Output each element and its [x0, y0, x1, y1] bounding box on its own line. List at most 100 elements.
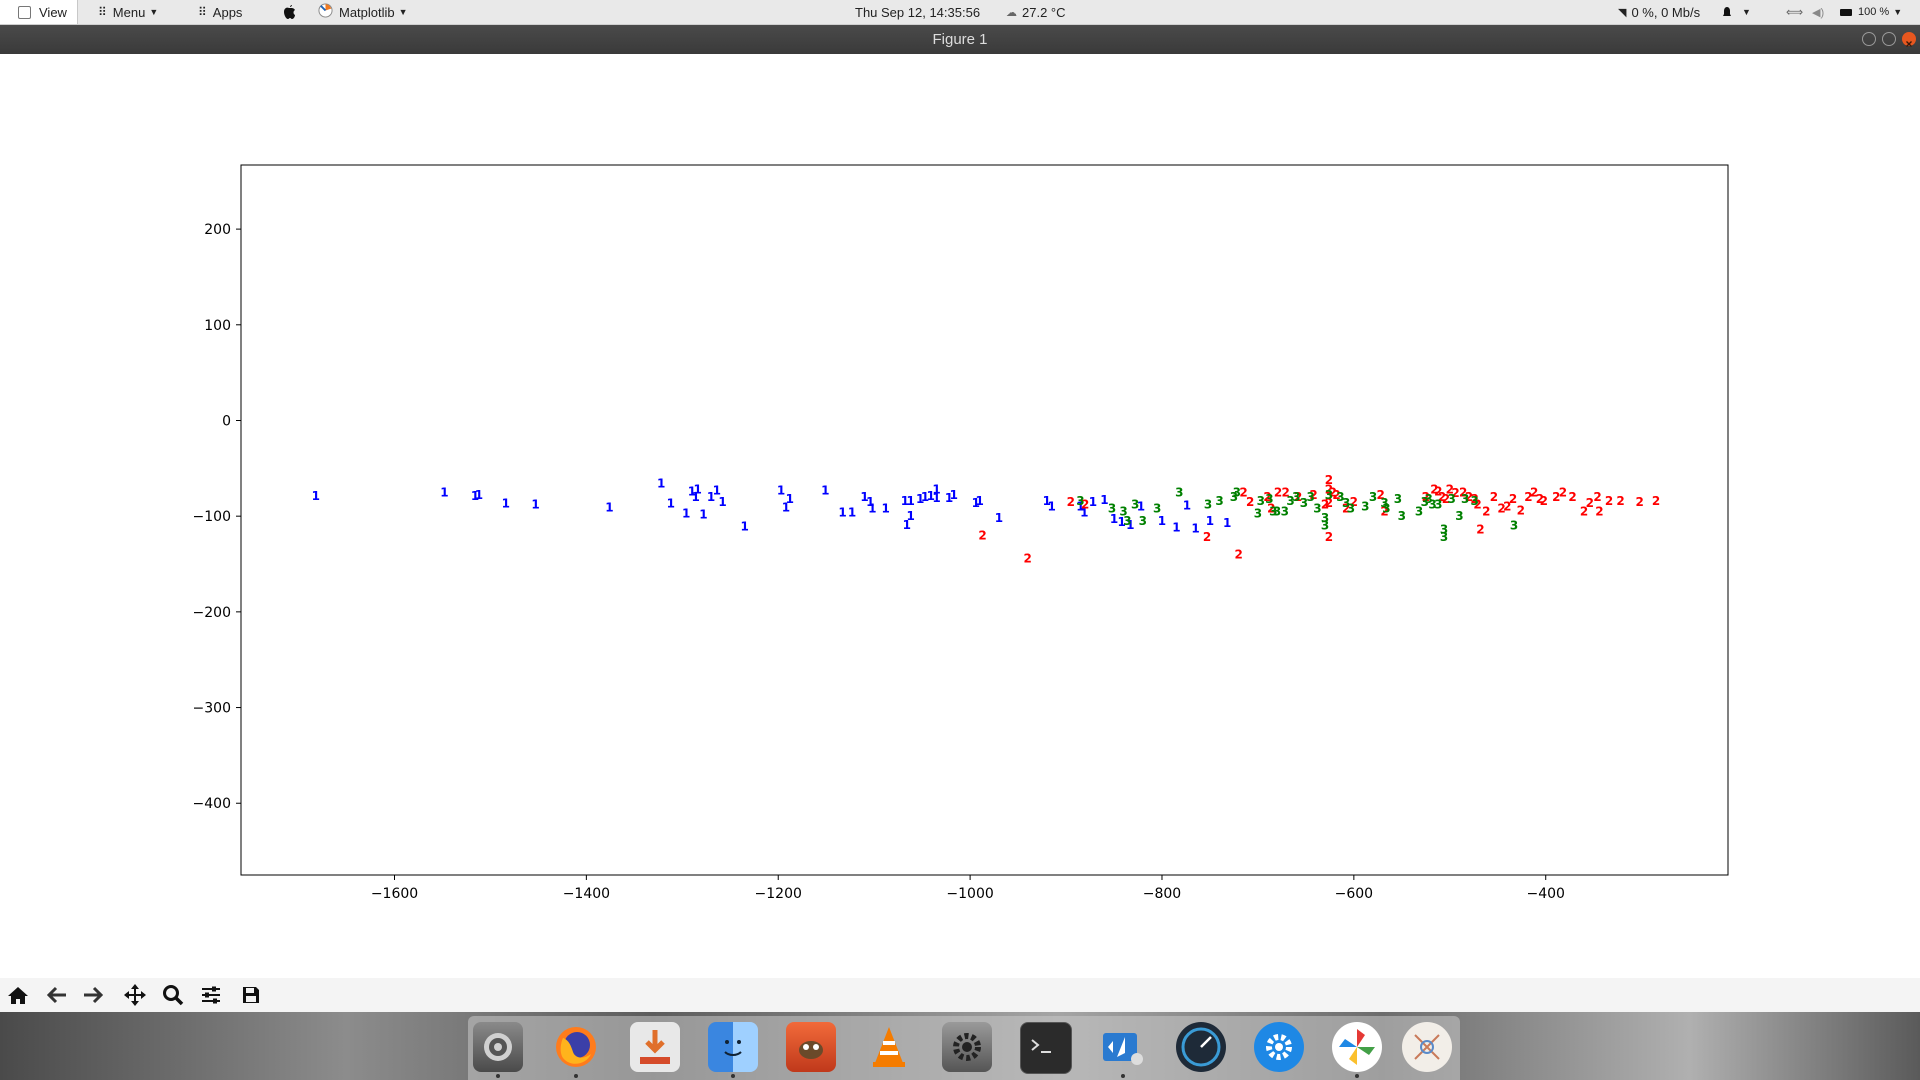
notification-bell-icon[interactable]	[1722, 0, 1732, 24]
data-point-series-3: 3	[1415, 504, 1423, 518]
data-point-series-1: 1	[657, 477, 665, 491]
weather-indicator[interactable]: ☁ 27.2 °C	[1006, 0, 1066, 24]
vlc-icon[interactable]	[864, 1022, 914, 1072]
chevron-down-icon[interactable]: ▼	[1742, 7, 1751, 17]
data-point-series-1: 1	[718, 495, 726, 509]
data-point-series-1: 1	[1126, 518, 1134, 532]
data-point-series-1: 1	[901, 494, 909, 508]
data-point-series-2: 2	[1459, 485, 1467, 499]
forward-arrow-icon[interactable]	[78, 981, 108, 1009]
data-point-series-3: 3	[1076, 494, 1084, 508]
arrows-icon[interactable]: ⟺	[1786, 5, 1804, 19]
data-point-series-2: 2	[1274, 485, 1282, 499]
pinwheel-app-icon[interactable]	[1332, 1022, 1382, 1072]
menu-button[interactable]: ⠿ Menu ▼	[98, 0, 158, 24]
pan-icon[interactable]	[120, 981, 150, 1009]
data-point-series-1: 1	[848, 505, 856, 519]
data-point-series-3: 3	[1139, 514, 1147, 528]
data-point-series-2: 2	[1471, 492, 1479, 506]
gimp-icon[interactable]	[786, 1022, 836, 1072]
data-point-series-1: 1	[688, 484, 696, 498]
firefox-icon[interactable]	[551, 1022, 601, 1072]
x-tick-label: −1600	[371, 886, 418, 902]
weather-icon: ☁	[1006, 6, 1017, 19]
terminal-icon[interactable]	[1020, 1022, 1072, 1074]
menu-grid-icon: ⠿	[98, 5, 107, 19]
apple-icon[interactable]	[282, 0, 296, 24]
data-point-series-3: 3	[1108, 502, 1116, 516]
system-settings-icon[interactable]	[473, 1022, 523, 1072]
x-tick-label: −1200	[755, 886, 802, 902]
x-tick-label: −1400	[563, 886, 610, 902]
data-point-series-1: 1	[475, 488, 483, 502]
apps-button[interactable]: ⠿ Apps	[198, 0, 242, 24]
data-point-series-1: 1	[782, 501, 790, 515]
data-point-series-3: 3	[1471, 494, 1479, 508]
data-point-series-2: 2	[1616, 494, 1624, 508]
data-point-series-2: 2	[1540, 494, 1548, 508]
data-point-series-2: 2	[1509, 492, 1517, 506]
data-point-series-2: 2	[1652, 494, 1660, 508]
maximize-icon[interactable]	[1882, 32, 1896, 46]
data-point-series-3: 3	[1361, 500, 1369, 514]
data-point-series-2: 2	[1263, 490, 1271, 504]
volume-icon[interactable]: ◀)	[1812, 6, 1825, 19]
battery-indicator[interactable]: 100 % ▼	[1840, 0, 1902, 24]
data-point-series-3: 3	[1428, 498, 1436, 512]
stacer-icon[interactable]	[1176, 1022, 1226, 1072]
save-icon[interactable]	[236, 981, 266, 1009]
data-point-series-2: 2	[1267, 502, 1275, 516]
close-icon[interactable]	[1902, 32, 1916, 47]
data-point-series-1: 1	[1158, 514, 1166, 528]
back-arrow-icon[interactable]	[42, 981, 72, 1009]
data-point-series-1: 1	[1172, 521, 1180, 535]
data-point-series-2: 2	[1593, 490, 1601, 504]
active-app-menu[interactable]: Matplotlib ▼	[318, 0, 408, 24]
x-tick-label: −1000	[946, 886, 993, 902]
data-point-series-2: 2	[1605, 494, 1613, 508]
data-point-series-3: 3	[1265, 492, 1273, 506]
clock[interactable]: Thu Sep 12, 14:35:56	[855, 4, 981, 20]
settings-gear-icon[interactable]	[1254, 1022, 1304, 1072]
system-top-bar: View ⠿ Menu ▼ ⠿ Apps Matplotlib ▼ Thu Se…	[0, 0, 1920, 25]
data-point-series-2: 2	[1430, 482, 1438, 496]
data-point-series-1: 1	[1206, 514, 1214, 528]
zoom-icon[interactable]	[158, 981, 188, 1009]
window-title-bar[interactable]: Figure 1	[0, 25, 1920, 54]
data-point-series-2: 2	[1081, 498, 1089, 512]
data-point-series-3: 3	[1292, 490, 1300, 504]
minimize-icon[interactable]	[1862, 32, 1876, 46]
preferences-icon[interactable]	[942, 1022, 992, 1072]
compass-app-icon[interactable]	[1402, 1022, 1452, 1072]
data-point-series-1: 1	[1043, 494, 1051, 508]
data-point-series-3: 3	[1342, 496, 1350, 510]
data-point-series-2: 2	[1636, 495, 1644, 509]
axis-ticks: −1600 −1400 −1200 −1000 −800 −600 −400 200 100 0 −…	[193, 222, 1565, 902]
data-point-series-3: 3	[1321, 511, 1329, 525]
data-point-series-1: 1	[471, 489, 479, 503]
data-point-series-1: 1	[1089, 495, 1097, 509]
data-point-series-2: 2	[1465, 490, 1473, 504]
data-point-series-1: 1	[945, 491, 953, 505]
x-tick-label: −400	[1526, 886, 1564, 902]
vscode-icon[interactable]	[1098, 1022, 1148, 1072]
finder-icon[interactable]	[708, 1022, 758, 1072]
installer-icon[interactable]	[630, 1022, 680, 1072]
data-point-series-2: 2	[1473, 498, 1481, 512]
configure-subplots-icon[interactable]	[196, 981, 226, 1009]
network-indicator[interactable]: ◥ 0 %, 0 Mb/s	[1618, 0, 1700, 24]
data-point-series-2: 2	[1023, 551, 1031, 565]
data-point-series-3: 3	[1273, 504, 1281, 518]
data-point-series-2: 2	[1325, 530, 1333, 544]
view-toggle[interactable]: View	[0, 0, 78, 24]
data-point-series-1: 1	[927, 489, 935, 503]
data-point-series-2: 2	[1524, 490, 1532, 504]
data-point-series-1: 1	[699, 507, 707, 521]
data-point-series-3: 3	[1131, 498, 1139, 512]
data-point-series-3: 3	[1369, 490, 1377, 504]
data-point-series-1: 1	[1137, 500, 1145, 514]
data-point-series-3: 3	[1394, 492, 1402, 506]
home-icon[interactable]	[3, 981, 33, 1009]
data-point-series-3: 3	[1286, 494, 1294, 508]
